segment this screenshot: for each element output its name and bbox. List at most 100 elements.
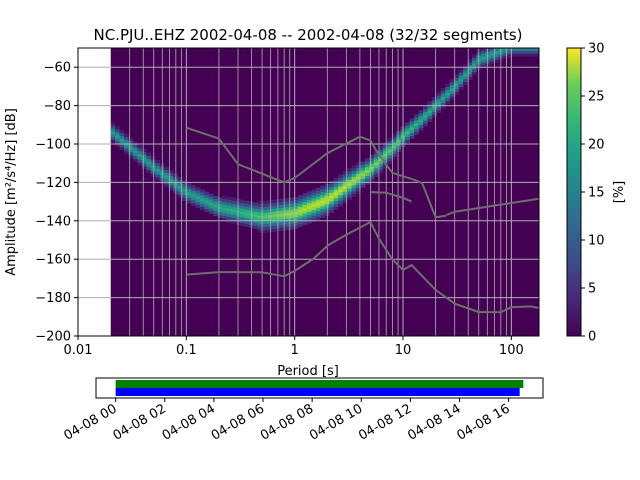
psd-cell [338,191,344,196]
psd-cell [311,195,317,199]
psd-cell [186,197,192,201]
psd-cell [306,214,312,218]
psd-cell [164,166,170,170]
noise-model-curves [185,126,539,314]
psd-cell [449,90,455,94]
psd-cell [458,83,464,88]
psd-cell [231,220,236,224]
psd-cell [391,150,397,154]
psd-cell [418,110,424,114]
psd-cell [356,184,361,189]
psd-cell [320,203,326,207]
psd-cell [333,186,339,190]
psd-cell [347,173,352,178]
psd-cell [244,217,250,222]
psd-cell [298,215,303,219]
psd-cell [458,80,464,85]
x-tick-label: 0.1 [176,343,197,358]
psd-cell [311,189,317,193]
psd-cell [204,205,210,210]
psd-cell [271,208,277,212]
psd-cell [320,185,326,190]
y-axis-label: Amplitude [m²/s⁴/Hz] [dB] [4,108,19,276]
psd-cell [306,191,312,195]
psd-cell [351,187,357,192]
psd-cell [333,183,339,187]
psd-cell [284,224,290,228]
timeline-tick-label: 04-08 06 [209,401,267,443]
psd-cell [141,148,147,153]
psd-cell [302,216,308,220]
psd-cell [177,185,183,189]
psd-cell [298,206,303,210]
psd-cell [315,196,321,200]
psd-cell [534,48,539,51]
psd-cell [467,62,473,66]
psd-cell [266,214,272,218]
psd-cell [257,209,263,213]
psd-cell [356,176,361,180]
psd-cell [409,129,415,134]
psd-cell [494,53,500,57]
psd-cell [422,108,428,113]
psd-cell [284,212,290,216]
psd-cell [347,168,352,172]
psd-cell [364,166,370,171]
psd-cell [177,179,183,184]
psd-cell [146,164,152,168]
psd-cell [396,139,402,144]
psd-cell [356,161,361,166]
psd-cell [405,130,410,135]
x-tick-label: 1 [291,343,299,358]
psd-cell [128,143,134,147]
psd-cell [244,203,250,207]
psd-cell [364,181,370,185]
y-tick-label: −60 [44,61,71,76]
psd-cell [364,158,370,162]
psd-cell [422,120,428,124]
psd-cell [128,140,134,144]
psd-cell [199,189,205,193]
grid-lines [78,48,539,336]
psd-cell [298,197,303,202]
psd-cell [409,135,415,139]
psd-cell [422,111,428,115]
psd-cell [440,96,446,100]
psd-cell [369,172,375,176]
psd-cell [454,85,460,90]
psd-cell [266,223,272,227]
psd-cell [177,182,183,186]
psd-cell [351,170,357,174]
psd-cell [320,214,326,218]
psd-cell [356,190,361,194]
psd-cell [217,214,223,219]
psd-cell [534,50,539,54]
psd-cell [302,201,308,206]
psd-cell [141,166,147,170]
psd-cell [115,126,120,130]
psd-cell [405,133,410,138]
psd-cell [378,149,384,153]
psd-cell [351,179,357,183]
colorbar-tick-label: 30 [588,42,605,57]
psd-cell [124,133,129,137]
psd-cell [293,199,299,203]
psd-cell [217,209,223,213]
psd-cell [445,100,451,105]
psd-cell [418,124,424,128]
psd-cell [480,59,486,63]
psd-cell [369,177,375,182]
psd-cell [137,153,143,157]
psd-cell [226,196,232,200]
psd-cell [526,39,531,42]
psd-cell [333,197,339,202]
psd-cell [226,202,232,206]
psd-cell [333,189,339,193]
psd-cell [213,198,219,202]
psd-cell [427,110,433,114]
psd-cell [110,139,116,143]
psd-cell [530,48,535,51]
psd-cell [356,173,361,177]
psd-cell [373,164,379,169]
psd-cell [342,174,348,178]
